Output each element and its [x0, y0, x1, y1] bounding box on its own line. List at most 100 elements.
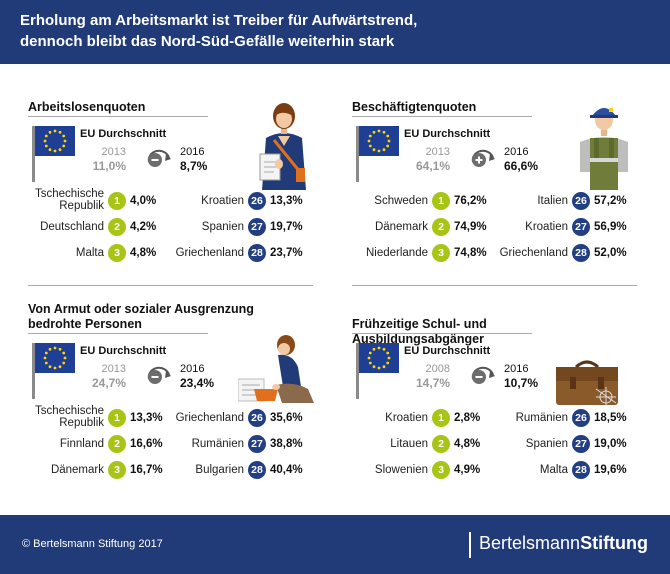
old-year: 2013 — [425, 146, 450, 158]
top-rank-row: Malta 3 4,8% — [28, 244, 168, 262]
panel-title-underline — [28, 116, 208, 117]
rank-badge: 2 — [108, 435, 126, 453]
header-banner: Erholung am Arbeitsmarkt ist Treiber für… — [0, 0, 670, 64]
new-year: 2016 — [504, 363, 529, 375]
country-name: Schweden — [374, 195, 428, 207]
old-year: 2008 — [425, 363, 450, 375]
panel-title-underline — [352, 333, 532, 334]
country-name: Dänemark — [50, 464, 104, 476]
country-name: Malta — [539, 464, 568, 476]
new-value: 10,7% — [504, 376, 539, 390]
country-name: Italien — [537, 195, 568, 207]
rank-value: 76,2% — [454, 195, 487, 207]
country-name: Griechenland — [499, 247, 568, 259]
rank-badge: 2 — [432, 218, 450, 236]
country-name: Niederlande — [365, 247, 428, 259]
country-name: Griechenland — [175, 247, 244, 259]
rank-value: 4,2% — [130, 221, 157, 233]
minus-arrow-icon — [146, 366, 174, 386]
rank-value: 56,9% — [594, 221, 627, 233]
rank-value: 16,7% — [130, 464, 163, 476]
panel-title: Beschäftigtenquoten — [352, 100, 477, 114]
country-name: Bulgarien — [195, 464, 244, 476]
rank-value: 2,8% — [454, 412, 481, 424]
rank-value: 19,6% — [594, 464, 627, 476]
eu-flag-icon — [354, 124, 400, 187]
top-rank-row: Finnland 2 16,6% — [28, 435, 168, 453]
country-name: Kroatien — [525, 221, 568, 233]
new-value: 66,6% — [504, 159, 539, 173]
rank-badge: 3 — [108, 461, 126, 479]
country-name: Litauen — [390, 438, 428, 450]
rank-value: 18,5% — [594, 412, 627, 424]
rank-badge: 3 — [108, 244, 126, 262]
country-name: Kroatien — [385, 412, 428, 424]
old-year: 2013 — [101, 363, 126, 375]
plus-arrow-icon — [470, 149, 498, 169]
rank-value: 13,3% — [130, 412, 163, 424]
rank-badge: 3 — [432, 244, 450, 262]
panel-title: Arbeitslosenquoten — [28, 100, 146, 114]
brand-regular: Bertelsmann — [479, 533, 581, 553]
eu-average-label: EU Durchschnitt — [404, 128, 491, 140]
bottom-rank-row: Griechenland 28 23,7% — [168, 244, 308, 262]
office-worker-icon — [256, 102, 312, 195]
eu-flag-icon — [30, 341, 76, 404]
bottom-rank-row: Rumänien 26 18,5% — [492, 409, 632, 427]
eu-average-label: EU Durchschnitt — [80, 128, 167, 140]
rank-badge: 26 — [248, 409, 266, 427]
country-name: Malta — [75, 247, 104, 259]
rank-value: 40,4% — [270, 464, 303, 476]
country-name: Tschechische Republik — [34, 405, 104, 429]
rank-badge: 1 — [432, 192, 450, 210]
bottom-rank-row: Kroatien 26 13,3% — [168, 192, 308, 210]
bottom-rank-row: Spanien 27 19,7% — [168, 218, 308, 236]
top-rank-row: Dänemark 3 16,7% — [28, 461, 168, 479]
old-value: 11,0% — [92, 159, 126, 173]
new-value: 23,4% — [180, 376, 215, 390]
rank-badge: 28 — [248, 461, 266, 479]
brand-logo: BertelsmannStiftung — [479, 533, 648, 554]
rank-badge: 26 — [572, 409, 590, 427]
country-name: Deutschland — [40, 221, 104, 233]
top-rank-row: Schweden 1 76,2% — [352, 192, 492, 210]
bottom-rank-row: Spanien 27 19,0% — [492, 435, 632, 453]
top-rank-row: Litauen 2 4,8% — [352, 435, 492, 453]
top-rank-row: Kroatien 1 2,8% — [352, 409, 492, 427]
panel-4: Frühzeitige Schul- und Ausbildungsabgäng… — [352, 317, 637, 497]
rank-badge: 27 — [572, 435, 590, 453]
bottom-rank-row: Bulgarien 28 40,4% — [168, 461, 308, 479]
new-year: 2016 — [180, 146, 205, 158]
rank-value: 4,8% — [130, 247, 157, 259]
panel-1: Arbeitslosenquoten EU Durchschnitt 2013 11,… — [28, 100, 313, 280]
rank-badge: 2 — [432, 435, 450, 453]
country-name: Finnland — [59, 438, 104, 450]
top-rank-row: Slowenien 3 4,9% — [352, 461, 492, 479]
rank-value: 52,0% — [594, 247, 627, 259]
rank-value: 19,7% — [270, 221, 303, 233]
panel-title-underline — [28, 333, 208, 334]
rank-badge: 26 — [248, 192, 266, 210]
rank-value: 4,8% — [454, 438, 481, 450]
panel-title: Von Armut oder sozialer Ausgrenzung bedr… — [28, 302, 254, 331]
headline-line-1: Erholung am Arbeitsmarkt ist Treiber für… — [20, 12, 418, 29]
panel-3: Von Armut oder sozialer Ausgrenzung bedr… — [28, 302, 314, 482]
new-value: 8,7% — [180, 159, 208, 173]
footer-banner: © Bertelsmann Stiftung 2017 BertelsmannS… — [0, 515, 670, 574]
rank-badge: 28 — [572, 461, 590, 479]
country-name: Rumänien — [191, 438, 244, 450]
headline-line-2: dennoch bleibt das Nord-Süd-Gefälle weit… — [20, 33, 395, 50]
eu-flag-icon — [30, 124, 76, 187]
rank-badge: 28 — [572, 244, 590, 262]
rank-badge: 3 — [432, 461, 450, 479]
rank-value: 4,9% — [454, 464, 481, 476]
construction-worker-icon — [576, 102, 632, 195]
rank-value: 38,8% — [270, 438, 303, 450]
rank-value: 23,7% — [270, 247, 303, 259]
top-rank-row: Niederlande 3 74,8% — [352, 244, 492, 262]
country-name: Tschechische Republik — [34, 188, 104, 212]
country-name: Kroatien — [201, 195, 244, 207]
country-name: Spanien — [201, 221, 244, 233]
rank-badge: 2 — [108, 218, 126, 236]
rank-value: 57,2% — [594, 195, 627, 207]
